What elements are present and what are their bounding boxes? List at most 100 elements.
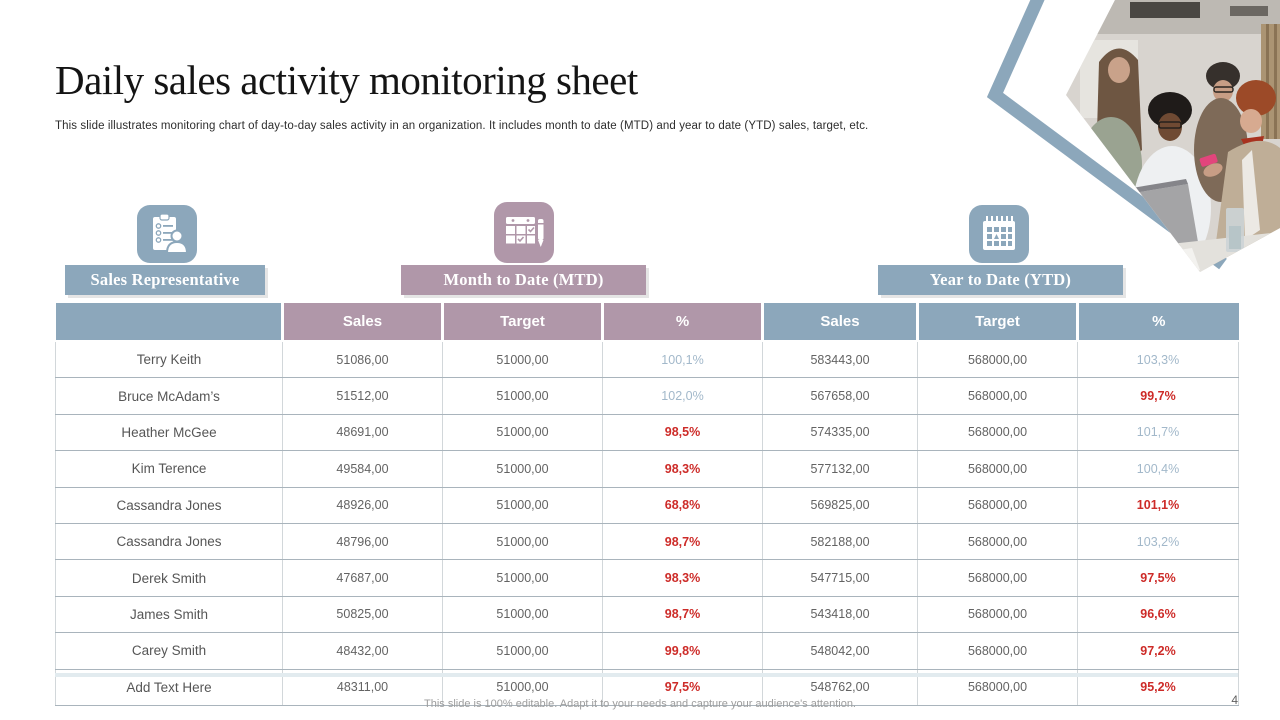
mtd-percent-cell: 98,3% bbox=[602, 559, 763, 597]
sales-monitoring-table: Sales Target % Sales Target % Terry Keit… bbox=[55, 303, 1239, 706]
header-ytd-sales: Sales bbox=[762, 303, 919, 342]
ytd-sales-cell: 547715,00 bbox=[762, 559, 918, 597]
page-title: Daily sales activity monitoring sheet bbox=[55, 57, 638, 103]
mtd-percent-cell: 98,7% bbox=[602, 595, 763, 634]
rep-name-cell: Cassandra Jones bbox=[55, 486, 283, 524]
mtd-target-cell: 51000,00 bbox=[442, 340, 603, 379]
mtd-sales-cell: 48796,00 bbox=[282, 522, 443, 561]
mtd-sales-cell: 48926,00 bbox=[282, 486, 443, 524]
header-mtd-target: Target bbox=[442, 303, 604, 342]
mtd-percent-cell: 99,8% bbox=[602, 632, 763, 670]
ytd-target-cell: 568000,00 bbox=[917, 632, 1078, 670]
ytd-percent-cell: 97,5% bbox=[1077, 559, 1239, 597]
mtd-target-cell: 51000,00 bbox=[442, 559, 603, 597]
rep-name-cell: Heather McGee bbox=[55, 413, 283, 452]
table-row: Carey Smith 48432,00 51000,00 99,8% 548042,0… bbox=[55, 632, 1239, 670]
mtd-percent-cell: 68,8% bbox=[602, 486, 763, 524]
footer-note: This slide is 100% editable. Adapt it to… bbox=[424, 698, 856, 710]
mtd-percent-cell: 98,3% bbox=[602, 450, 763, 488]
ytd-sales-cell: 569825,00 bbox=[762, 486, 918, 524]
ytd-percent-cell: 101,7% bbox=[1077, 413, 1239, 452]
ytd-target-cell: 568000,00 bbox=[917, 450, 1078, 488]
table-row: Cassandra Jones 48926,00 51000,00 68,8% 5698… bbox=[55, 486, 1239, 524]
office-scene bbox=[1066, 0, 1280, 272]
team-photo-illustration bbox=[986, 0, 1280, 272]
page-number: 4 bbox=[1231, 693, 1238, 707]
table-row: James Smith 50825,00 51000,00 98,7% 543418,0… bbox=[55, 595, 1239, 634]
ytd-sales-cell: 583443,00 bbox=[762, 340, 918, 379]
header-name-cell bbox=[55, 303, 284, 342]
mtd-sales-cell: 48432,00 bbox=[282, 632, 443, 670]
ytd-sales-cell: 567658,00 bbox=[762, 377, 918, 415]
ytd-target-cell: 568000,00 bbox=[917, 377, 1078, 415]
mtd-target-cell: 51000,00 bbox=[442, 522, 603, 561]
rep-name-cell: Terry Keith bbox=[55, 340, 283, 379]
header-mtd-sales: Sales bbox=[282, 303, 444, 342]
clipboard-person-icon bbox=[137, 205, 197, 263]
mtd-percent-cell: 100,1% bbox=[602, 340, 763, 379]
ytd-sales-cell: 543418,00 bbox=[762, 595, 918, 634]
table-header-row: Sales Target % Sales Target % bbox=[55, 303, 1239, 342]
mtd-target-cell: 51000,00 bbox=[442, 486, 603, 524]
header-ytd-target: Target bbox=[917, 303, 1079, 342]
mtd-percent-cell: 102,0% bbox=[602, 377, 763, 415]
mtd-sales-cell: 49584,00 bbox=[282, 450, 443, 488]
rep-name-cell: Cassandra Jones bbox=[55, 522, 283, 561]
table-row: Kim Terence 49584,00 51000,00 98,3% 577132,0… bbox=[55, 450, 1239, 488]
mtd-target-cell: 51000,00 bbox=[442, 632, 603, 670]
ytd-target-cell: 568000,00 bbox=[917, 486, 1078, 524]
ytd-target-cell: 568000,00 bbox=[917, 559, 1078, 597]
table-row: Heather McGee 48691,00 51000,00 98,5% 574335… bbox=[55, 413, 1239, 452]
table-row: Derek Smith 47687,00 51000,00 98,3% 547715,0… bbox=[55, 559, 1239, 597]
table-row: Add Text Here 48311,00 51000,00 97,5% 548762… bbox=[55, 668, 1239, 706]
ytd-sales-cell: 548042,00 bbox=[762, 632, 918, 670]
rep-name-cell: Derek Smith bbox=[55, 559, 283, 597]
ytd-percent-cell: 103,2% bbox=[1077, 522, 1239, 561]
header-mtd-percent: % bbox=[602, 303, 764, 342]
ytd-percent-cell: 97,2% bbox=[1077, 632, 1239, 670]
rep-name-cell: Carey Smith bbox=[55, 632, 283, 670]
calendar-icon bbox=[969, 205, 1029, 263]
page-subtitle: This slide illustrates monitoring chart … bbox=[55, 120, 869, 132]
mtd-target-cell: 51000,00 bbox=[442, 450, 603, 488]
calendar-pencil-icon bbox=[494, 202, 554, 263]
ytd-target-cell: 568000,00 bbox=[917, 413, 1078, 452]
mtd-sales-cell: 51512,00 bbox=[282, 377, 443, 415]
ytd-percent-cell: 101,1% bbox=[1077, 486, 1239, 524]
diamond-border bbox=[986, 0, 1227, 270]
mtd-sales-cell: 47687,00 bbox=[282, 559, 443, 597]
ytd-percent-cell: 100,4% bbox=[1077, 450, 1239, 488]
year-to-date-label: Year to Date (YTD) bbox=[878, 265, 1123, 295]
mtd-sales-cell: 51086,00 bbox=[282, 340, 443, 379]
table-row: Terry Keith 51086,00 51000,00 100,1% 583443,… bbox=[55, 340, 1239, 379]
ytd-percent-cell: 96,6% bbox=[1077, 595, 1239, 634]
mtd-target-cell: 51000,00 bbox=[442, 595, 603, 634]
sales-representative-label: Sales Representative bbox=[65, 265, 265, 295]
ytd-sales-cell: 574335,00 bbox=[762, 413, 918, 452]
ytd-percent-cell: 99,7% bbox=[1077, 377, 1239, 415]
sales-table-body: Terry Keith 51086,00 51000,00 100,1% 583443,… bbox=[55, 340, 1239, 706]
table-bottom-shadow bbox=[55, 673, 1238, 677]
rep-name-cell: Bruce McAdam’s bbox=[55, 377, 283, 415]
mtd-target-cell: 51000,00 bbox=[442, 413, 603, 452]
ytd-target-cell: 568000,00 bbox=[917, 595, 1078, 634]
mtd-sales-cell: 48691,00 bbox=[282, 413, 443, 452]
ytd-sales-cell: 582188,00 bbox=[762, 522, 918, 561]
table-row: Cassandra Jones 48796,00 51000,00 98,7% 5821… bbox=[55, 522, 1239, 561]
ytd-target-cell: 568000,00 bbox=[917, 522, 1078, 561]
rep-name-cell: Add Text Here bbox=[55, 668, 283, 706]
month-to-date-label: Month to Date (MTD) bbox=[401, 265, 646, 295]
rep-name-cell: Kim Terence bbox=[55, 450, 283, 488]
mtd-target-cell: 51000,00 bbox=[442, 377, 603, 415]
ytd-target-cell: 568000,00 bbox=[917, 340, 1078, 379]
mtd-percent-cell: 98,7% bbox=[602, 522, 763, 561]
mtd-sales-cell: 50825,00 bbox=[282, 595, 443, 634]
ytd-percent-cell: 103,3% bbox=[1077, 340, 1239, 379]
team-photo-diamond bbox=[980, 0, 1280, 290]
mtd-percent-cell: 98,5% bbox=[602, 413, 763, 452]
header-ytd-percent: % bbox=[1077, 303, 1239, 342]
ytd-sales-cell: 577132,00 bbox=[762, 450, 918, 488]
table-row: Bruce McAdam’s 51512,00 51000,00 102,0% 5676… bbox=[55, 377, 1239, 415]
rep-name-cell: James Smith bbox=[55, 595, 283, 634]
